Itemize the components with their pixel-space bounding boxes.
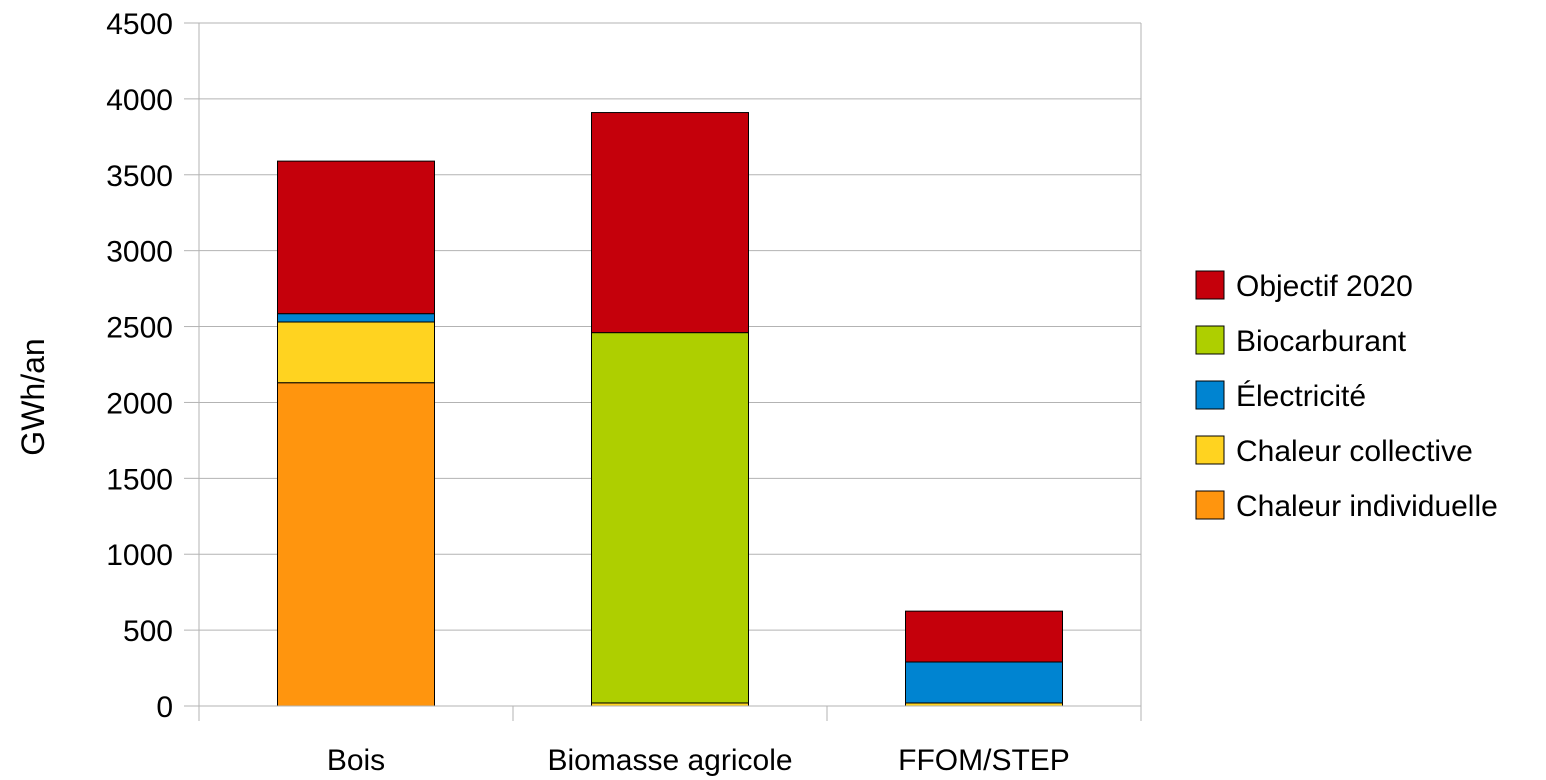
y-tick-label: 0 — [156, 691, 173, 724]
x-tick-label-ffom-step: FFOM/STEP — [898, 744, 1070, 777]
y-tick-label: 1000 — [106, 539, 173, 572]
bar-ffom-step-electricite — [905, 661, 1063, 704]
bar-bois-chaleur-collective — [277, 321, 435, 384]
y-tick-label: 2000 — [106, 387, 173, 420]
bar-biomasse-agricole-objectif-2020 — [591, 112, 749, 334]
x-tick-label-bois: Bois — [327, 744, 385, 777]
y-tick-label: 3000 — [106, 236, 173, 269]
bar-bois-electricite — [277, 313, 435, 323]
legend-swatch-objectif-2020 — [1195, 270, 1225, 300]
y-tick-label: 3500 — [106, 160, 173, 193]
bars — [277, 112, 1063, 707]
y-tick-label: 4500 — [106, 8, 173, 41]
legend-label-chaleur-individuelle: Chaleur individuelle — [1236, 490, 1498, 523]
x-tick-label-biomasse-agricole: Biomasse agricole — [547, 744, 792, 777]
legend-swatch-electricite — [1195, 380, 1225, 410]
legend-swatch-biocarburant — [1195, 325, 1225, 355]
legend-label-electricite: Électricité — [1236, 380, 1366, 413]
legend-label-chaleur-collective: Chaleur collective — [1236, 435, 1473, 468]
y-axis-title: GWh/an — [15, 338, 51, 455]
legend-label-objectif-2020: Objectif 2020 — [1236, 270, 1413, 303]
axes: 0 500 1000 1500 2000 2500 3000 3500 4000 4500 Bois… — [106, 8, 1142, 777]
bar-biomasse-agricole-biocarburant — [591, 332, 749, 704]
y-tick-label: 1500 — [106, 463, 173, 496]
y-tick-label: 2500 — [106, 312, 173, 345]
y-tick-label: 4000 — [106, 84, 173, 117]
bar-bois-chaleur-individuelle — [277, 382, 435, 707]
legend: Objectif 2020 Biocarburant Électricité Chal… — [1195, 270, 1498, 523]
legend-label-biocarburant: Biocarburant — [1236, 325, 1407, 358]
bar-ffom-step-objectif-2020 — [905, 610, 1063, 663]
bar-bois-objectif-2020 — [277, 160, 435, 315]
legend-swatch-chaleur-individuelle — [1195, 490, 1225, 520]
y-tick-label: 500 — [123, 615, 173, 648]
legend-swatch-chaleur-collective — [1195, 435, 1225, 465]
